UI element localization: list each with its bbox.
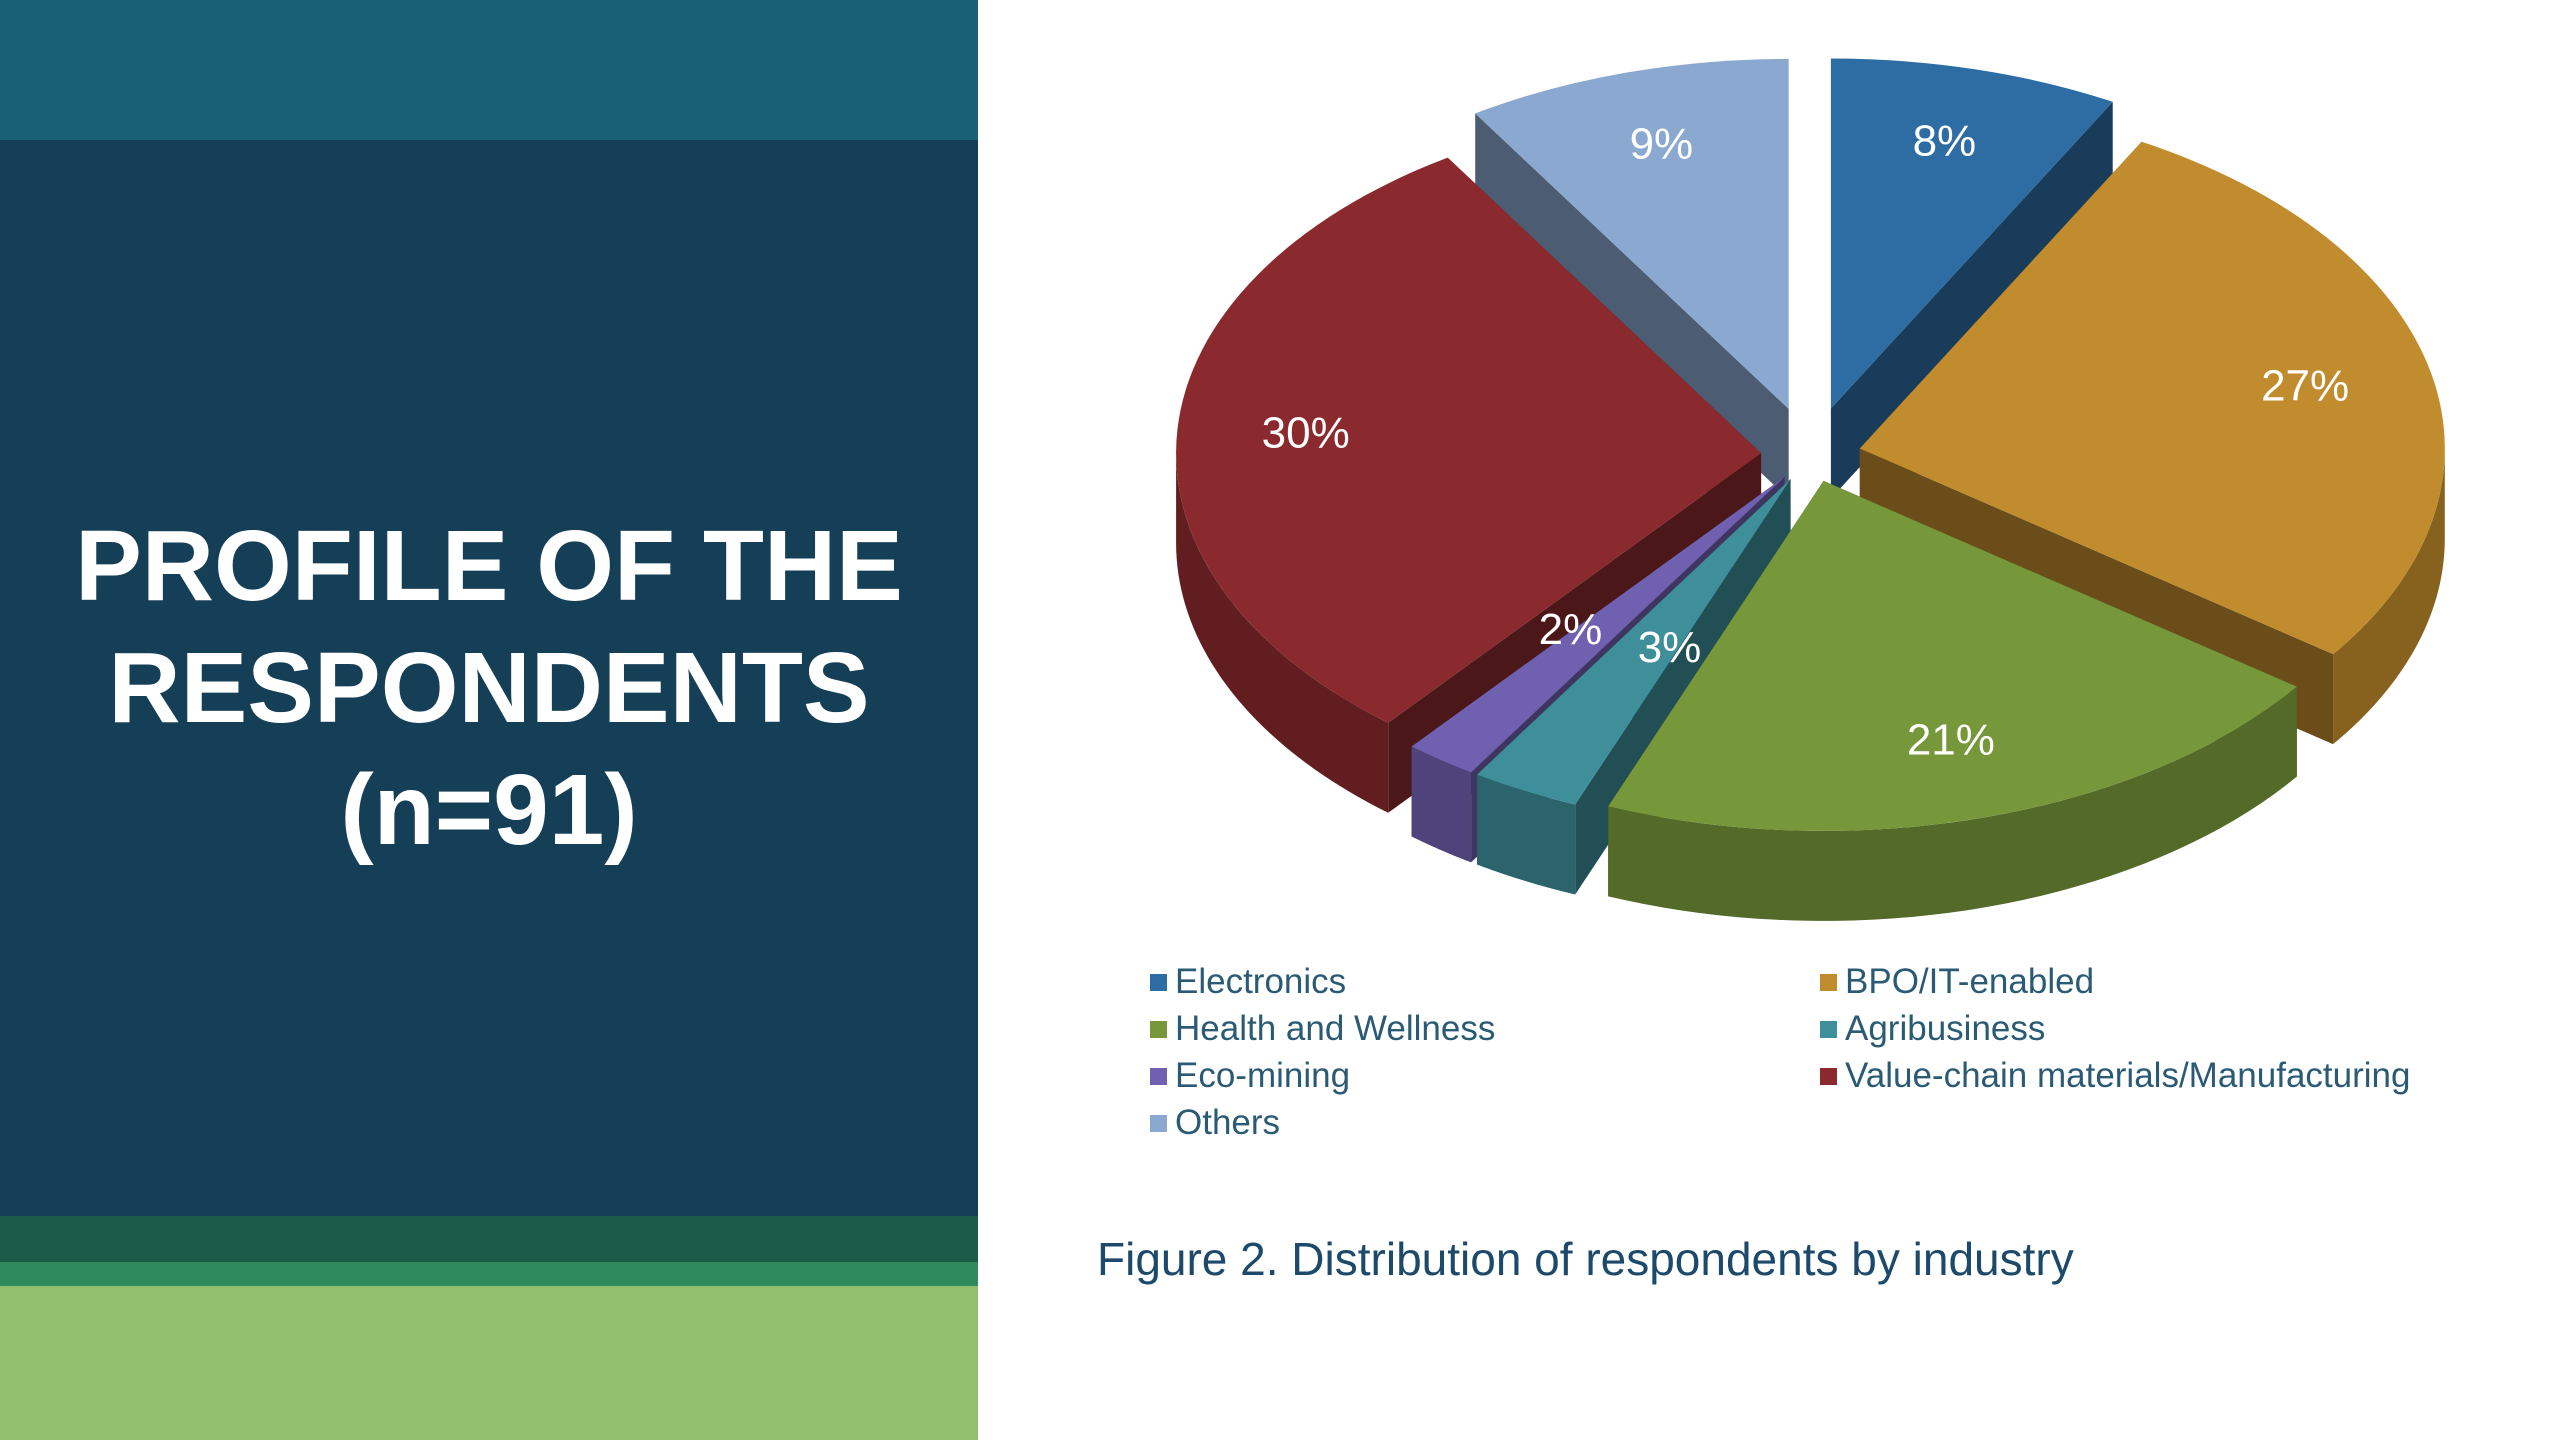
data-label-electronics: 8% <box>1913 117 1977 166</box>
pie-slice-top-others <box>1475 58 1789 409</box>
legend-label: Electronics <box>1175 962 1347 1001</box>
pie-slice-side-value-chain-materials-manufacturing <box>1176 453 1389 813</box>
pie-slice-top-agribusiness <box>1477 479 1791 805</box>
pie-slice-side-eco-mining <box>1411 746 1472 863</box>
legend-label: Agribusiness <box>1845 1009 2046 1048</box>
legend-label: Value-chain materials/Manufacturing <box>1845 1056 2411 1095</box>
legend-item-bpo-it-enabled: BPO/IT-enabled <box>1820 962 2094 1002</box>
legend-label: Health and Wellness <box>1175 1009 1496 1048</box>
legend-swatch <box>1150 1067 1167 1085</box>
legend-swatch <box>1150 1020 1167 1038</box>
legend-swatch <box>1820 973 1837 991</box>
title-background <box>0 140 978 1216</box>
pie-slice-top-bpo-it-enabled <box>1859 141 2445 655</box>
pie-slice-wall-electronics-1 <box>1830 101 2113 499</box>
data-label-agribusiness: 3% <box>1638 623 1702 672</box>
title-line-1: PROFILE OF THE <box>75 510 903 622</box>
legend-item-electronics: Electronics <box>1150 962 1346 1002</box>
pie-slice-wall-others-0 <box>1475 113 1789 499</box>
top-color-band <box>0 0 978 140</box>
legend-label: BPO/IT-enabled <box>1845 962 2095 1001</box>
title-panel: PROFILE OF THE RESPONDENTS (n=91) <box>0 0 978 1440</box>
legend-item-value-chain-materials-manufacturing: Value-chain materials/Manufacturing <box>1820 1056 2410 1096</box>
data-label-eco-mining: 2% <box>1539 605 1603 654</box>
title-line-3: (n=91) <box>340 754 638 866</box>
legend-label: Eco-mining <box>1175 1056 1351 1095</box>
pie-slice-agribusiness <box>1477 479 1791 895</box>
pie-chart: 8% 27% 21% 3% 2% 30% 9% <box>1176 58 2445 921</box>
pie-slice-health-and-wellness <box>1608 480 2297 921</box>
pie-slice-others <box>1475 58 1789 499</box>
pie-slice-wall-eco-mining-1 <box>1411 476 1785 837</box>
pie-slice-top-electronics <box>1830 58 2113 409</box>
legend-swatch <box>1820 1020 1837 1038</box>
legend-item-others: Others <box>1150 1103 1280 1143</box>
pie-slice-top-health-and-wellness <box>1608 480 2297 831</box>
pie-slice-electronics <box>1830 58 2113 499</box>
pie-slice-side-bpo-it-enabled <box>2333 448 2445 745</box>
legend-item-eco-mining: Eco-mining <box>1150 1056 1350 1096</box>
pie-slice-top-value-chain-materials-manufacturing <box>1176 157 1762 723</box>
data-label-others: 9% <box>1630 119 1694 168</box>
pie-slice-top-eco-mining <box>1411 476 1785 773</box>
slide-title: PROFILE OF THE RESPONDENTS (n=91) <box>20 505 958 871</box>
pie-slice-side-agribusiness <box>1477 774 1576 895</box>
legend-swatch <box>1150 1114 1167 1132</box>
light-green-band <box>0 1286 978 1440</box>
data-label-bpo-it-enabled: 27% <box>2261 362 2349 411</box>
legend-item-agribusiness: Agribusiness <box>1820 1009 2045 1049</box>
legend-label: Others <box>1175 1103 1281 1142</box>
green-stripe <box>0 1262 978 1286</box>
title-line-2: RESPONDENTS <box>108 632 870 744</box>
figure-caption: Figure 2. Distribution of respondents by… <box>1097 1233 2074 1285</box>
legend-swatch <box>1150 973 1167 991</box>
data-label-health-and-wellness: 21% <box>1907 716 1995 765</box>
dark-green-band <box>0 1216 978 1262</box>
data-label-value-chain-materials-manufacturing: 30% <box>1262 409 1350 458</box>
legend-item-health-and-wellness: Health and Wellness <box>1150 1009 1495 1049</box>
pie-slice-side-health-and-wellness <box>1608 686 2297 921</box>
legend-swatch <box>1820 1067 1837 1085</box>
